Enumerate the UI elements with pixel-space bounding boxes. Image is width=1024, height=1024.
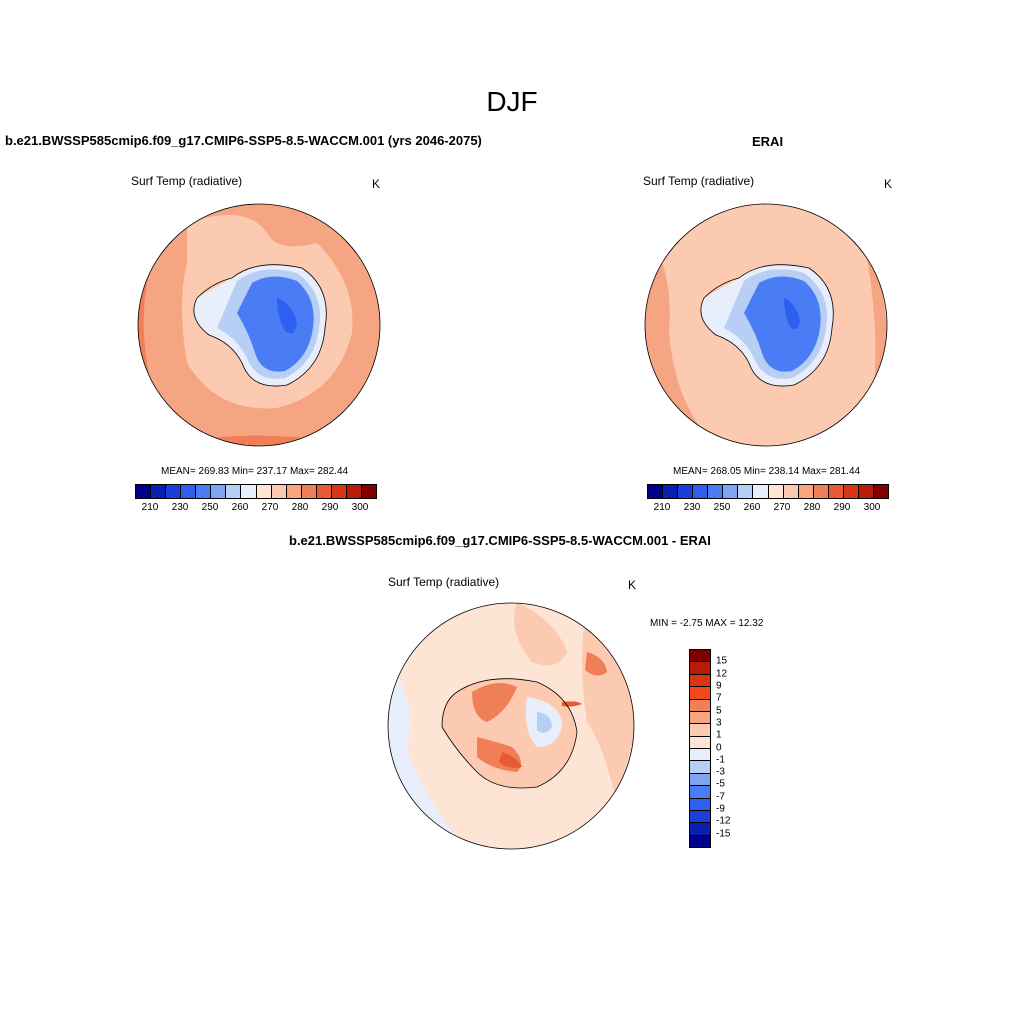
colorbar-tick-label: 270 xyxy=(773,502,791,513)
colorbar-tick-label: 300 xyxy=(351,502,369,513)
figure-title: DJF xyxy=(486,86,538,117)
colorbar-tick-label: 260 xyxy=(231,502,249,513)
colorbar-swatch xyxy=(753,485,769,498)
colorbar-swatch xyxy=(690,687,710,700)
colorbar-tick-label: -12 xyxy=(716,815,731,827)
panel-a-colorbar xyxy=(135,484,377,499)
colorbar-swatch xyxy=(690,761,710,774)
panel-b-title: ERAI xyxy=(752,134,784,149)
colorbar-swatch xyxy=(690,699,710,712)
colorbar-swatch xyxy=(241,485,257,498)
panel-a-map xyxy=(137,203,381,447)
colorbar-tick-label: 290 xyxy=(321,502,339,513)
colorbar-swatch xyxy=(690,786,710,799)
colorbar-tick-label: 230 xyxy=(171,502,189,513)
colorbar-swatch xyxy=(316,485,332,498)
colorbar-swatch xyxy=(690,711,710,725)
colorbar-swatch xyxy=(678,485,694,498)
colorbar-swatch xyxy=(690,823,710,836)
colorbar-tick-label: 9 xyxy=(716,680,722,692)
panel-c-title: b.e21.BWSSP585cmip6.f09_g17.CMIP6-SSP5-8… xyxy=(289,533,711,548)
colorbar-tick-label: 260 xyxy=(743,502,761,513)
colorbar-tick-label: 300 xyxy=(863,502,881,513)
colorbar-swatch xyxy=(708,485,724,498)
colorbar-swatch xyxy=(346,485,362,498)
panel-c-stats: MIN = -2.75 MAX = 12.32 xyxy=(650,618,764,629)
colorbar-swatch xyxy=(738,485,754,498)
panel-c-units: K xyxy=(628,578,637,592)
colorbar-swatch xyxy=(331,485,347,498)
colorbar-swatch xyxy=(301,485,317,498)
colorbar-swatch xyxy=(693,485,709,498)
panel-c-colorbar xyxy=(689,649,711,848)
colorbar-swatch xyxy=(226,485,242,498)
colorbar-tick-label: -15 xyxy=(716,828,731,840)
panel-b-colorbar xyxy=(647,484,889,499)
panel-b-stats: MEAN= 268.05 Min= 238.14 Max= 281.44 xyxy=(673,466,861,477)
colorbar-tick-label: -9 xyxy=(716,803,725,815)
colorbar-tick-label: 5 xyxy=(716,705,722,717)
panel-b-units: K xyxy=(884,177,893,191)
colorbar-tick-label: -3 xyxy=(716,766,725,778)
colorbar-swatch xyxy=(271,485,287,498)
colorbar-swatch xyxy=(690,773,710,787)
colorbar-tick-label: 250 xyxy=(201,502,219,513)
colorbar-swatch xyxy=(361,485,376,498)
colorbar-swatch xyxy=(690,798,710,811)
colorbar-swatch xyxy=(690,749,710,762)
colorbar-tick-label: 1 xyxy=(716,729,722,741)
colorbar-swatch xyxy=(690,650,710,663)
colorbar-tick-label: 7 xyxy=(716,692,722,704)
panel-c-map xyxy=(387,602,635,850)
colorbar-tick-label: 280 xyxy=(291,502,309,513)
colorbar-swatch xyxy=(211,485,227,498)
colorbar-tick-label: -5 xyxy=(716,778,725,790)
colorbar-tick-label: 210 xyxy=(653,502,671,513)
colorbar-swatch xyxy=(690,810,710,824)
colorbar-swatch xyxy=(858,485,874,498)
colorbar-swatch xyxy=(783,485,799,498)
colorbar-tick-label: 280 xyxy=(803,502,821,513)
colorbar-tick-label: 210 xyxy=(141,502,159,513)
colorbar-tick-label: -7 xyxy=(716,791,725,803)
panel-c-variable: Surf Temp (radiative) xyxy=(388,575,500,589)
colorbar-swatch xyxy=(663,485,679,498)
colorbar-swatch xyxy=(690,674,710,688)
colorbar-swatch xyxy=(181,485,197,498)
colorbar-swatch xyxy=(690,662,710,675)
colorbar-swatch xyxy=(286,485,302,498)
colorbar-swatch xyxy=(648,485,664,498)
colorbar-swatch xyxy=(843,485,859,498)
colorbar-swatch xyxy=(690,724,710,737)
panel-a-variable: Surf Temp (radiative) xyxy=(131,174,243,188)
colorbar-tick-label: 250 xyxy=(713,502,731,513)
colorbar-swatch xyxy=(256,485,272,498)
panel-b-map xyxy=(644,203,888,447)
colorbar-swatch xyxy=(151,485,167,498)
colorbar-swatch xyxy=(690,736,710,749)
panel-a-title: b.e21.BWSSP585cmip6.f09_g17.CMIP6-SSP5-8… xyxy=(5,133,482,148)
colorbar-tick-label: 230 xyxy=(683,502,701,513)
colorbar-swatch xyxy=(768,485,784,498)
colorbar-tick-label: 270 xyxy=(261,502,279,513)
colorbar-swatch xyxy=(690,835,710,847)
colorbar-tick-label: 3 xyxy=(716,717,722,729)
colorbar-swatch xyxy=(723,485,739,498)
colorbar-tick-label: 290 xyxy=(833,502,851,513)
colorbar-swatch xyxy=(136,485,152,498)
panel-b-variable: Surf Temp (radiative) xyxy=(643,174,755,188)
colorbar-swatch xyxy=(798,485,814,498)
colorbar-swatch xyxy=(166,485,182,498)
colorbar-swatch xyxy=(873,485,888,498)
panel-a-stats: MEAN= 269.83 Min= 237.17 Max= 282.44 xyxy=(161,466,349,477)
colorbar-tick-label: 12 xyxy=(716,668,728,680)
colorbar-swatch xyxy=(828,485,844,498)
colorbar-swatch xyxy=(813,485,829,498)
colorbar-tick-label: 15 xyxy=(716,655,728,667)
colorbar-swatch xyxy=(196,485,212,498)
colorbar-tick-label: -1 xyxy=(716,754,725,766)
colorbar-tick-label: 0 xyxy=(716,742,722,753)
panel-a-units: K xyxy=(372,177,381,191)
